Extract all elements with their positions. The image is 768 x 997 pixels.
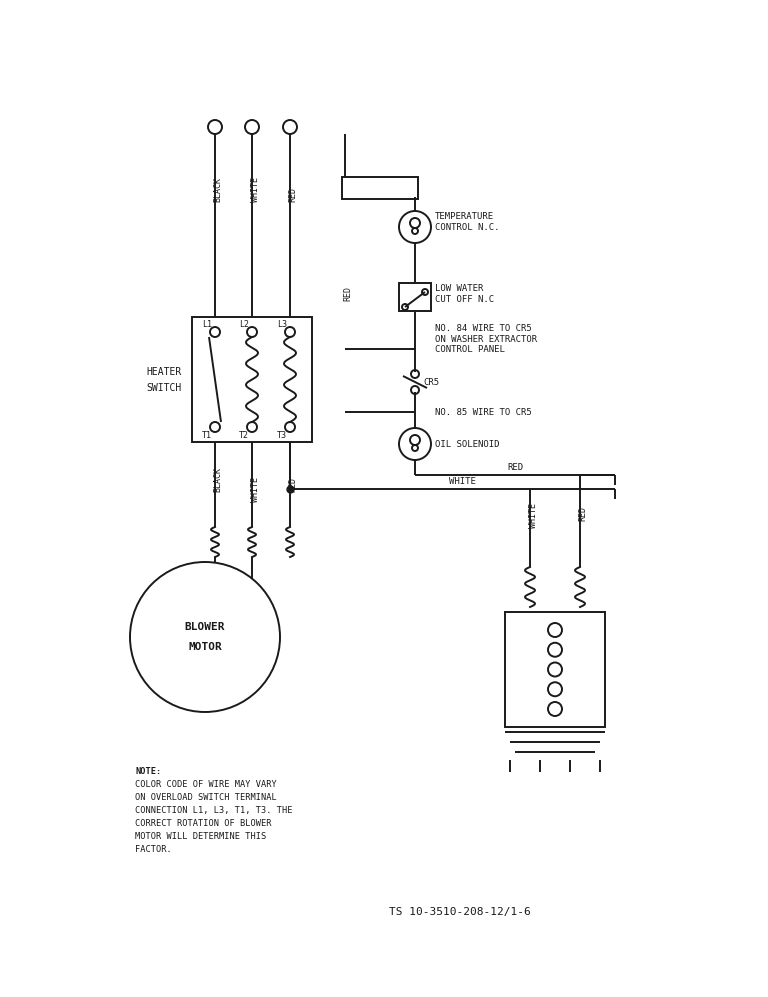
Text: CONNECTION L1, L3, T1, T3. THE: CONNECTION L1, L3, T1, T3. THE [135, 806, 293, 815]
Text: WHITE: WHITE [250, 477, 260, 502]
Bar [505, 612, 605, 727]
Text: MOTOR: MOTOR [188, 642, 222, 652]
Text: T2: T2 [239, 431, 249, 440]
Text: L2: L2 [239, 319, 249, 328]
Text: TEMPERATURE
CONTROL N.C.: TEMPERATURE CONTROL N.C. [435, 212, 499, 231]
Text: RED: RED [289, 477, 297, 492]
Bar [342, 177, 418, 199]
Text: WHITE: WHITE [250, 177, 260, 202]
Text: NO. 85 WIRE TO CR5: NO. 85 WIRE TO CR5 [435, 408, 531, 417]
Text: CORRECT ROTATION OF BLOWER: CORRECT ROTATION OF BLOWER [135, 819, 272, 828]
Text: T3: T3 [277, 431, 287, 440]
Text: RED: RED [343, 285, 353, 300]
Text: TS 10-3510-208-12/1-6: TS 10-3510-208-12/1-6 [389, 907, 531, 917]
Text: FACTOR.: FACTOR. [135, 845, 172, 854]
Text: ON OVERLOAD SWITCH TERMINAL: ON OVERLOAD SWITCH TERMINAL [135, 793, 276, 802]
Text: RED: RED [507, 463, 523, 472]
Text: WHITE: WHITE [449, 477, 476, 486]
Text: COLOR CODE OF WIRE MAY VARY: COLOR CODE OF WIRE MAY VARY [135, 780, 276, 789]
Text: BLACK: BLACK [214, 467, 223, 492]
Text: BLOWER: BLOWER [185, 622, 225, 632]
Text: T1: T1 [202, 431, 212, 440]
Text: LOW WATER
CUT OFF N.C: LOW WATER CUT OFF N.C [435, 284, 494, 304]
Text: SWITCH: SWITCH [147, 383, 182, 393]
Text: NO. 84 WIRE TO CR5
ON WASHER EXTRACTOR
CONTROL PANEL: NO. 84 WIRE TO CR5 ON WASHER EXTRACTOR C… [435, 324, 537, 354]
Text: MOTOR WILL DETERMINE THIS: MOTOR WILL DETERMINE THIS [135, 832, 266, 841]
Text: NOTE:: NOTE: [135, 767, 161, 776]
Text: OIL SOLENOID: OIL SOLENOID [435, 440, 499, 449]
Text: L1: L1 [202, 319, 212, 328]
Bar [399, 283, 431, 311]
Text: BLACK: BLACK [214, 177, 223, 202]
Text: HEATER: HEATER [147, 367, 182, 377]
Bar [192, 317, 312, 442]
Text: RED: RED [578, 506, 588, 521]
Text: WHITE: WHITE [528, 503, 538, 528]
Text: RED: RED [289, 187, 297, 202]
Text: L3: L3 [277, 319, 287, 328]
Text: CR5: CR5 [423, 378, 439, 387]
